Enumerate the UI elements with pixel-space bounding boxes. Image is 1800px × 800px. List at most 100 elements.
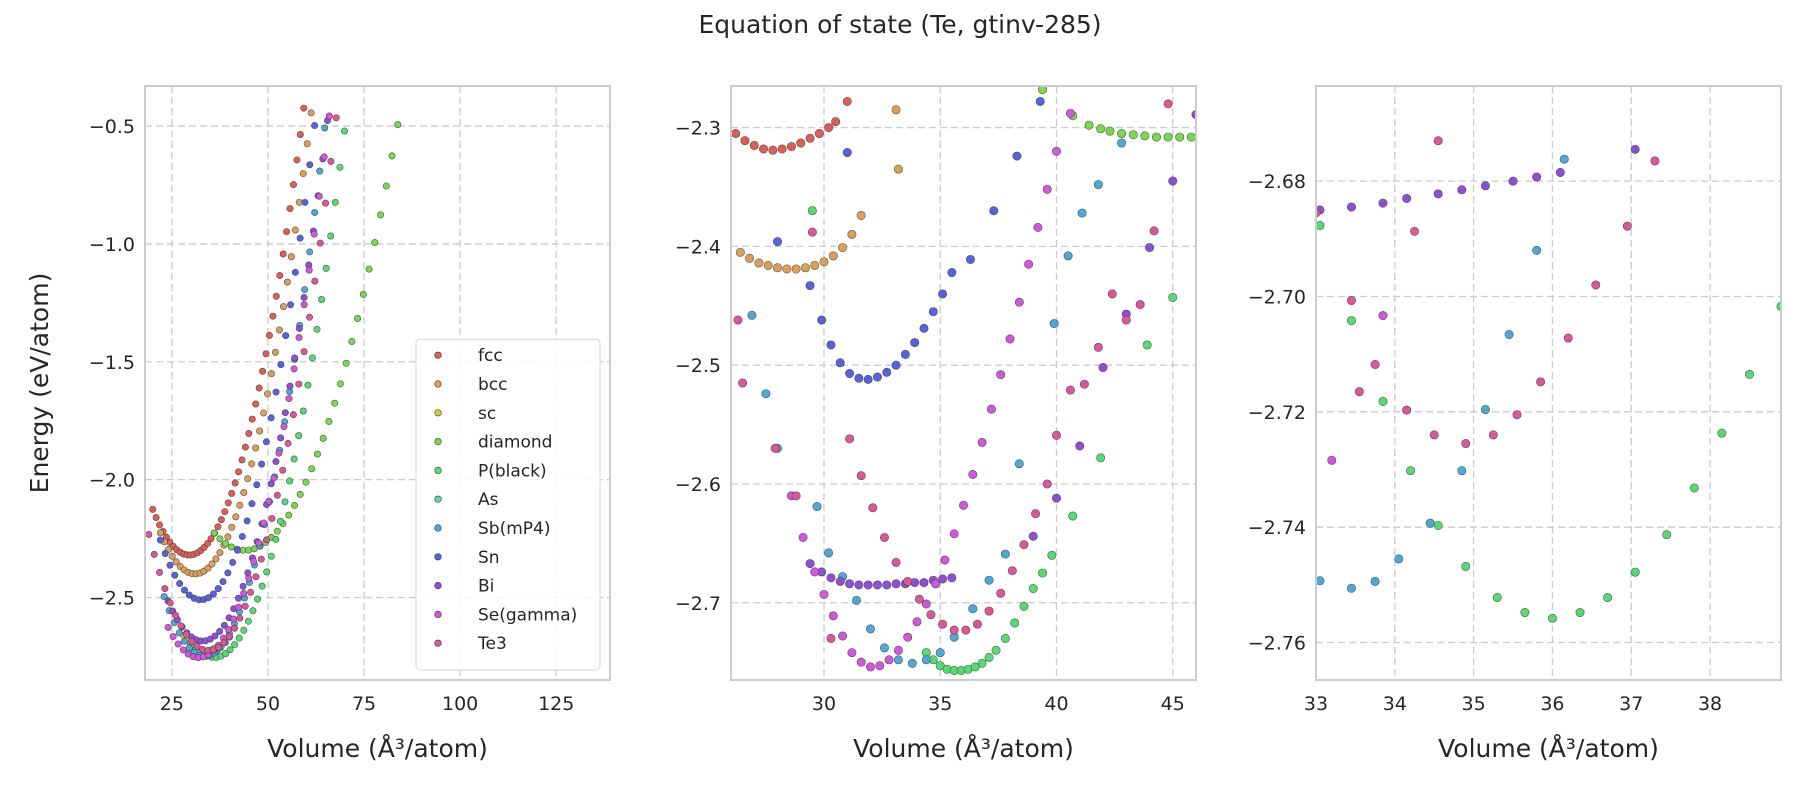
data-point (248, 415, 256, 423)
data-point (245, 430, 253, 438)
data-points (145, 104, 402, 662)
data-point (180, 637, 188, 645)
legend-marker (434, 610, 442, 619)
data-point (1096, 453, 1106, 463)
data-point (262, 350, 270, 358)
data-point (1429, 430, 1439, 440)
data-point (275, 449, 283, 457)
data-point (1024, 259, 1034, 269)
data-point (1005, 334, 1015, 344)
data-point (225, 625, 233, 633)
data-point (1151, 132, 1161, 142)
data-point (1121, 315, 1131, 325)
data-point (300, 104, 308, 112)
data-point (893, 655, 903, 665)
data-point (225, 632, 233, 640)
data-point (1079, 379, 1089, 389)
data-point (879, 643, 889, 653)
data-point (145, 530, 153, 538)
data-point (253, 481, 261, 489)
data-point (738, 378, 748, 388)
data-point (1142, 340, 1152, 350)
data-point (263, 568, 271, 576)
x-tick-label: 100 (442, 693, 478, 715)
series-se-gamma- (1327, 311, 1388, 465)
data-point (290, 455, 298, 463)
series-fcc (149, 104, 308, 559)
x-tick-label: 38 (1698, 693, 1722, 715)
data-point (863, 374, 873, 384)
data-point (1019, 601, 1029, 611)
data-point (882, 580, 892, 590)
x-axis-label: Volume (Å³/atom) (1438, 734, 1659, 763)
data-point (156, 521, 164, 529)
data-point (320, 153, 328, 161)
data-point (160, 593, 168, 601)
data-point (1131, 0, 1139, 7)
y-tick-label: −2.5 (675, 355, 721, 377)
data-point (272, 535, 280, 543)
data-point (308, 465, 316, 473)
data-point (1492, 593, 1502, 603)
data-point (1168, 176, 1178, 186)
data-point (856, 471, 866, 481)
data-point (231, 641, 239, 649)
panel-1: 25 50 75 100 125 −2.5 −2.0 −1.5 −1.0 −0.5 Volume (… (25, 85, 611, 763)
data-point (348, 337, 356, 345)
legend-box (415, 338, 601, 671)
data-point (283, 228, 291, 236)
data-point (234, 594, 242, 602)
data-point (252, 400, 260, 408)
data-point (322, 264, 330, 272)
data-point (935, 648, 945, 658)
data-point (759, 144, 769, 154)
data-point (259, 367, 267, 375)
data-point (1461, 561, 1471, 571)
data-point (262, 438, 270, 446)
data-point (845, 368, 855, 378)
data-point (286, 477, 294, 485)
data-point (996, 370, 1006, 380)
data-point (252, 444, 260, 452)
data-point (248, 500, 256, 508)
data-point (1630, 567, 1640, 577)
data-point (230, 615, 238, 623)
data-point (1012, 151, 1022, 161)
data-point (281, 498, 289, 506)
data-point (949, 529, 959, 539)
y-tick-label: −2.74 (1248, 517, 1306, 539)
data-point (1575, 608, 1585, 618)
series-sn (772, 96, 1045, 384)
data-point (1461, 439, 1471, 449)
data-point (1402, 193, 1412, 203)
data-point (1093, 342, 1103, 352)
data-point (1536, 377, 1546, 387)
data-point (291, 268, 299, 276)
data-point (1096, 124, 1106, 134)
data-point (306, 161, 314, 169)
data-point (1346, 296, 1356, 306)
data-point (991, 645, 1001, 655)
data-point (248, 460, 256, 468)
data-point (316, 239, 324, 247)
data-point (371, 239, 379, 247)
data-point (810, 567, 820, 577)
y-tick-label: −1.0 (89, 234, 135, 256)
data-point (854, 373, 864, 383)
data-point (875, 661, 885, 671)
legend-marker (434, 466, 442, 475)
data-point (1316, 576, 1325, 586)
data-point (1065, 385, 1075, 395)
data-points (1316, 136, 1781, 623)
data-point (1457, 466, 1467, 476)
series-diamond (1038, 86, 1196, 142)
x-tick-label: 50 (256, 693, 280, 715)
data-point (265, 497, 273, 505)
data-point (224, 533, 232, 541)
data-point (185, 591, 193, 599)
x-tick-label: 75 (352, 693, 376, 715)
data-point (231, 479, 239, 487)
data-point (365, 265, 373, 273)
data-point (805, 559, 815, 569)
